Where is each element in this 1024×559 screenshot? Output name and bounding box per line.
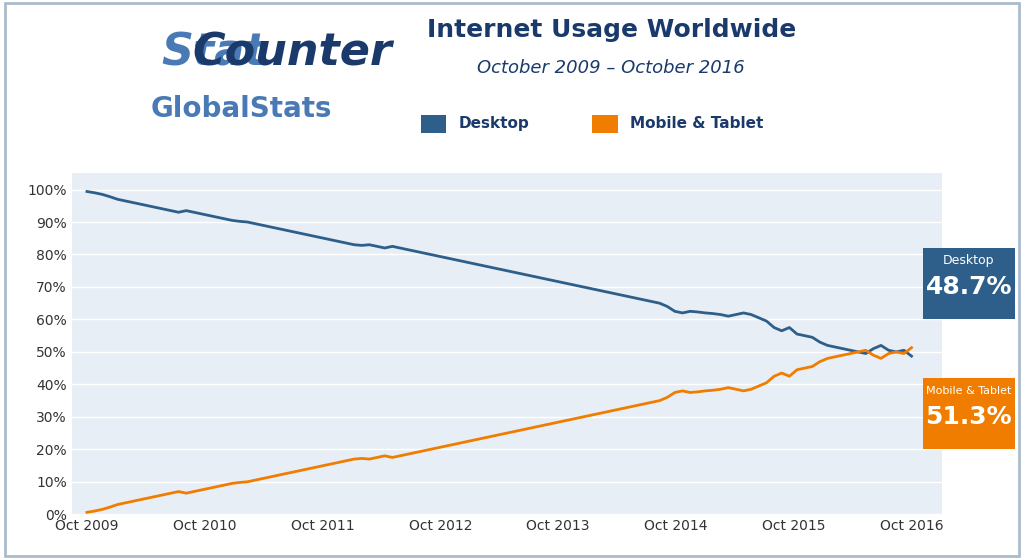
- Text: Stat: Stat: [162, 31, 266, 74]
- Text: Desktop: Desktop: [943, 254, 994, 267]
- Text: 48.7%: 48.7%: [926, 275, 1012, 299]
- Text: Mobile & Tablet: Mobile & Tablet: [926, 386, 1012, 396]
- Bar: [592, 115, 617, 133]
- Text: Mobile & Tablet: Mobile & Tablet: [631, 116, 764, 131]
- Text: Desktop: Desktop: [459, 116, 529, 131]
- Bar: [421, 115, 446, 133]
- Text: October 2009 – October 2016: October 2009 – October 2016: [477, 59, 745, 77]
- Text: 51.3%: 51.3%: [926, 405, 1012, 429]
- Text: Internet Usage Worldwide: Internet Usage Worldwide: [427, 18, 796, 42]
- FancyBboxPatch shape: [923, 248, 1015, 319]
- FancyBboxPatch shape: [923, 378, 1015, 449]
- Text: GlobalStats: GlobalStats: [151, 94, 332, 122]
- Text: Counter: Counter: [191, 31, 392, 74]
